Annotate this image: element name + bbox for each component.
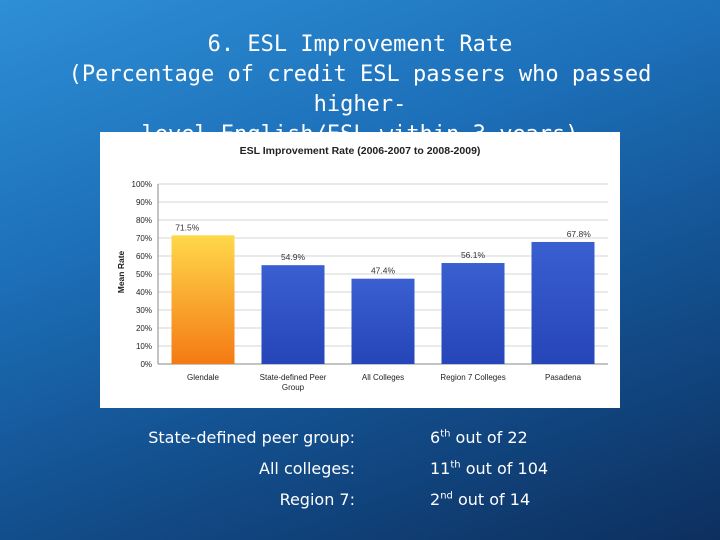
bar-chart: ESL Improvement Rate (2006-2007 to 2008-…: [116, 145, 608, 392]
data-label: 56.1%: [461, 250, 486, 260]
stat-row-region-7: Region 7: 2nd out of 14: [0, 490, 720, 512]
stat-label: Region 7:: [279, 490, 355, 509]
stat-row-all-colleges: All colleges: 11th out of 104: [0, 459, 720, 481]
chart-panel: ESL Improvement Rate (2006-2007 to 2008-…: [100, 132, 620, 408]
bar: [261, 265, 325, 364]
stat-value: 6th out of 22: [430, 428, 528, 447]
bar: [441, 263, 505, 364]
y-tick-label: 10%: [136, 342, 152, 351]
y-tick-label: 30%: [136, 306, 152, 315]
stat-value: 2nd out of 14: [430, 490, 531, 509]
bars: 71.5% 54.9% 47.4% 56.1% 67.8%: [171, 222, 595, 364]
stat-row-peer-group: State-defined peer group: 6th out of 22: [0, 428, 720, 450]
stat-value: 11th out of 104: [430, 459, 549, 478]
y-axis-label: Mean Rate: [116, 250, 126, 293]
x-tick-label: Pasadena: [545, 373, 582, 382]
y-tick-label: 100%: [132, 180, 152, 189]
y-tick-label: 50%: [136, 270, 152, 279]
y-tick-label: 70%: [136, 234, 152, 243]
x-tick-label: Glendale: [187, 373, 220, 382]
data-label: 47.4%: [371, 266, 396, 276]
data-label: 54.9%: [281, 252, 306, 262]
bar: [171, 235, 235, 364]
y-tick-label: 80%: [136, 216, 152, 225]
stat-label: All colleges:: [259, 459, 355, 478]
y-tick-label: 20%: [136, 324, 152, 333]
x-tick-label: Region 7 Colleges: [440, 373, 505, 382]
y-tick-label: 0%: [140, 360, 152, 369]
data-label: 71.5%: [175, 222, 200, 232]
bar: [351, 278, 415, 364]
bar: [531, 241, 595, 364]
y-tick-label: 40%: [136, 288, 152, 297]
data-label: 67.8%: [567, 229, 592, 239]
y-tick-label: 90%: [136, 198, 152, 207]
x-tick-label: Group: [282, 383, 305, 392]
stat-label: State-defined peer group:: [148, 428, 355, 447]
x-tick-label: All Colleges: [362, 373, 404, 382]
y-tick-label: 60%: [136, 252, 152, 261]
x-tick-label: State-defined Peer: [260, 373, 327, 382]
chart-title: ESL Improvement Rate (2006-2007 to 2008-…: [240, 145, 481, 157]
